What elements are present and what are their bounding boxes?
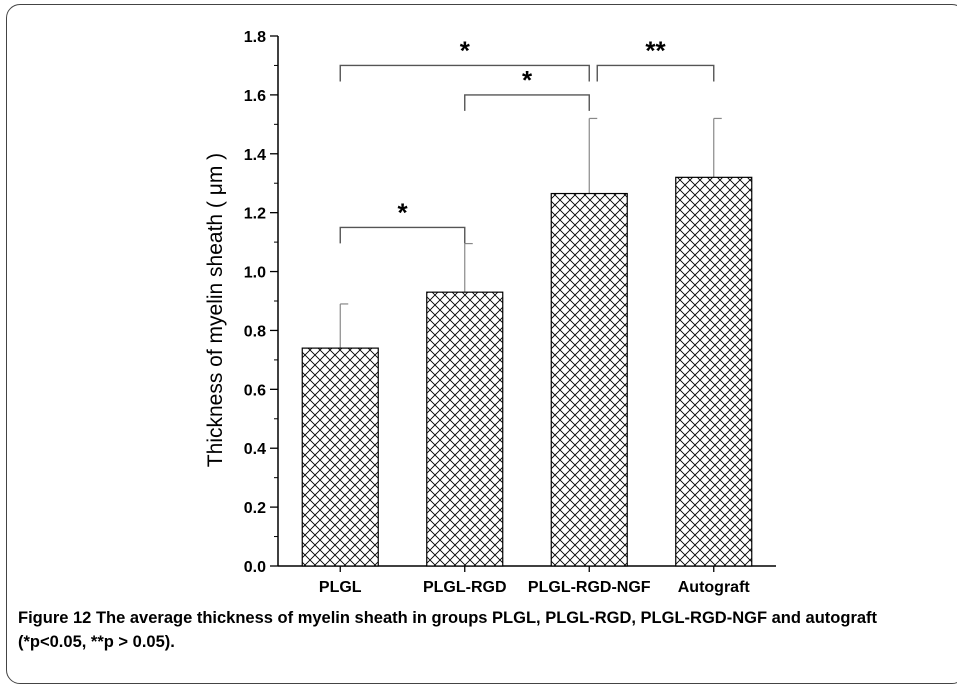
- figure-caption: Figure 12 The average thickness of myeli…: [18, 606, 943, 654]
- significance-label: *: [397, 197, 408, 227]
- y-tick-label: 0.4: [244, 441, 266, 458]
- significance-label: *: [460, 35, 471, 65]
- y-tick-label: 1.4: [244, 147, 266, 164]
- y-tick-label: 0.8: [244, 323, 266, 340]
- y-tick-label: 0.0: [244, 559, 266, 576]
- bar: [675, 176, 753, 567]
- significance-label: **: [645, 35, 666, 65]
- y-tick-label: 1.8: [244, 29, 266, 46]
- x-tick-label: PLGL-RGD-NGF: [528, 579, 651, 596]
- x-tick-label: Autograft: [678, 579, 751, 596]
- bar-chart: Thickness of myelin sheath ( μm ) 0.0 0.2…: [204, 29, 776, 596]
- significance-label: *: [522, 65, 533, 95]
- y-tick-label: 1.0: [244, 265, 266, 282]
- y-tick-label: 0.6: [244, 382, 266, 399]
- caption-label: Figure 12: [18, 609, 92, 627]
- x-tick-label: PLGL: [319, 579, 362, 596]
- significance-bracket: [339, 64, 590, 82]
- y-tick-label: 1.6: [244, 88, 266, 105]
- significance-bracket: [339, 226, 466, 244]
- bars: PLGL PLGL-RGD PLGL-RGD-NGF Autograft: [301, 117, 753, 596]
- y-tick-label: 0.2: [244, 500, 266, 517]
- y-axis-label: Thickness of myelin sheath ( μm ): [204, 153, 227, 467]
- significance-brackets: *** **: [339, 35, 715, 244]
- significance-bracket: [596, 64, 715, 82]
- bar: [550, 192, 628, 567]
- caption-text: The average thickness of myelin sheath i…: [18, 609, 878, 651]
- x-tick-label: PLGL-RGD: [423, 579, 507, 596]
- bar: [426, 291, 504, 567]
- y-tick-label: 1.2: [244, 206, 266, 223]
- significance-bracket: [464, 94, 590, 111]
- bar: [301, 347, 379, 567]
